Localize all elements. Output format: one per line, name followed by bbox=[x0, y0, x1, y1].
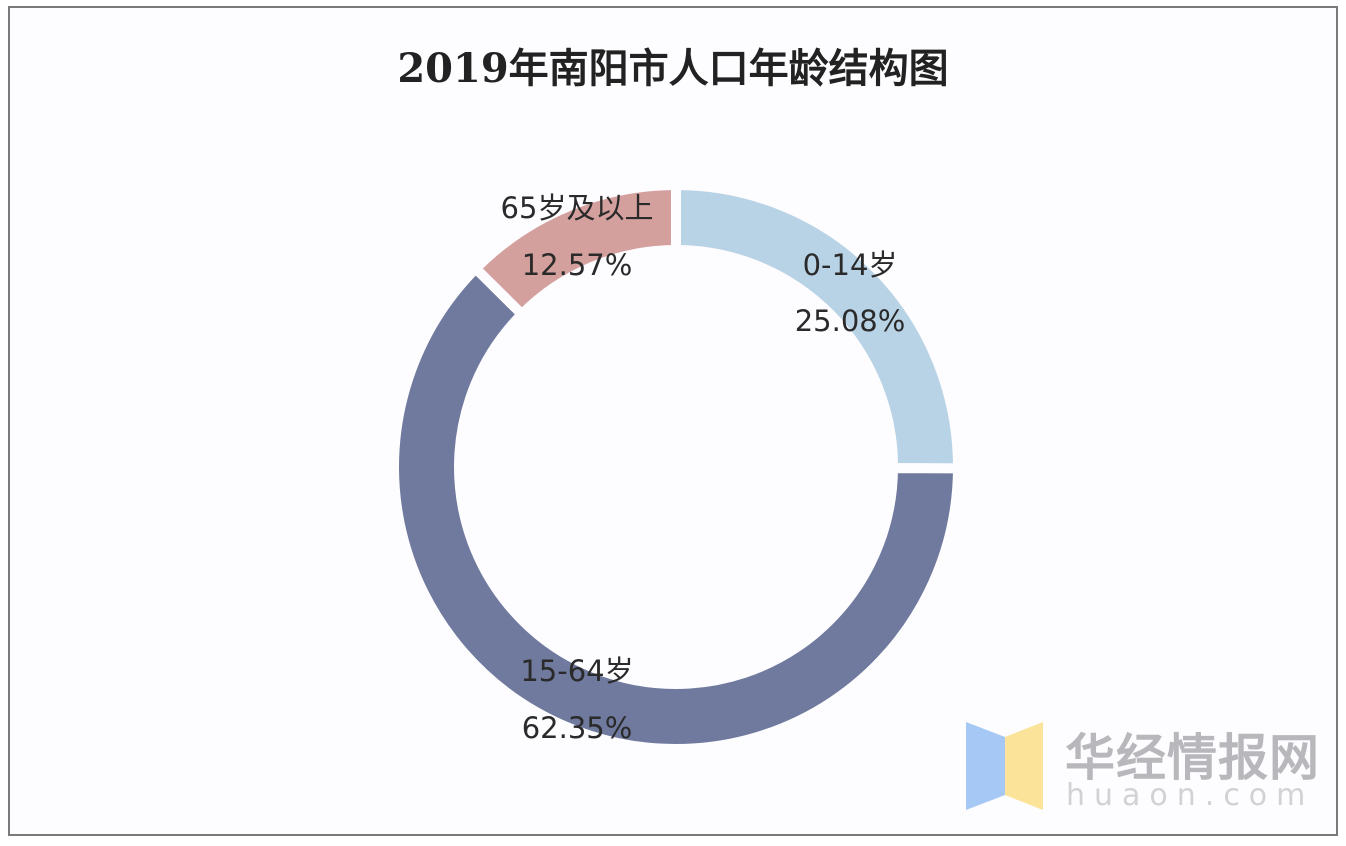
watermark-name: 华经情报网 bbox=[1065, 729, 1320, 787]
donut-slice bbox=[468, 179, 681, 322]
donut-slice bbox=[389, 261, 964, 754]
slice-value-label: 25.08% bbox=[795, 304, 906, 338]
slice-label: 15-64岁 bbox=[520, 654, 633, 688]
slice-value-label: 62.35% bbox=[522, 711, 633, 745]
slice-label: 0-14岁 bbox=[803, 248, 898, 282]
watermark-domain: huaon.com bbox=[1066, 778, 1315, 813]
slice-label: 65岁及以上 bbox=[501, 191, 654, 225]
slice-value-label: 12.57% bbox=[522, 248, 633, 282]
chart-title: 2019年南阳市人口年龄结构图 bbox=[397, 45, 949, 92]
